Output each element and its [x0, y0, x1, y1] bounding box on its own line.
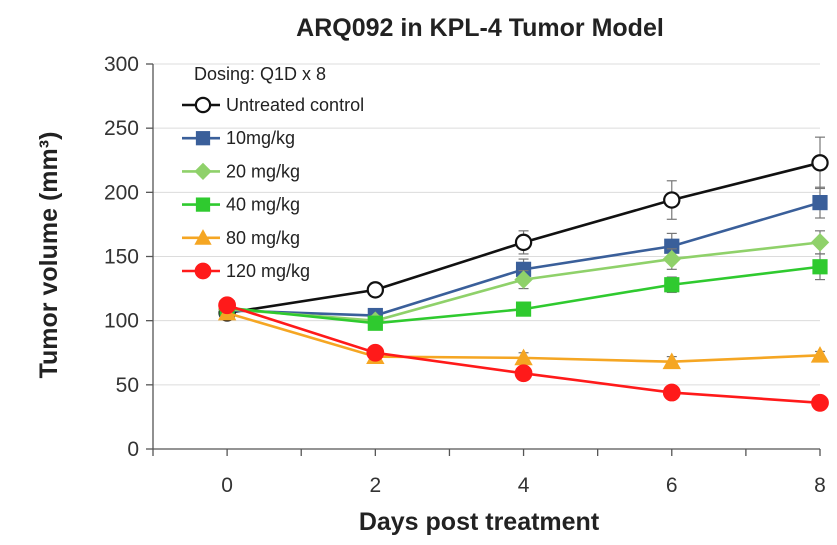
legend-label-0: Untreated control	[226, 95, 364, 115]
point-3-4	[812, 259, 828, 275]
legend-marker-1	[195, 131, 211, 146]
legend: Dosing: Q1D x 8 Untreated control 10mg/kg…	[182, 64, 364, 281]
y-tick-label-0: 0	[127, 438, 139, 461]
legend-marker-4	[194, 229, 212, 245]
legend-label-5: 120 mg/kg	[226, 261, 310, 281]
legend-title: Dosing: Q1D x 8	[194, 64, 326, 84]
legend-marker-0	[194, 96, 212, 114]
point-5-1	[366, 343, 385, 362]
legend-marker-2	[194, 162, 212, 181]
x-tick-label-8: 8	[814, 474, 826, 497]
point-2-3	[662, 249, 681, 269]
point-3-3	[664, 277, 680, 293]
y-axis-label: Tumor volume (mm³)	[35, 132, 63, 379]
x-tick-label-6: 6	[666, 474, 678, 497]
point-2-4	[810, 233, 830, 252]
x-tick-label-0: 0	[221, 474, 233, 497]
grid	[153, 63, 820, 386]
point-0-2	[514, 233, 533, 252]
point-5-2	[514, 364, 533, 383]
ticks: 0 50 100 150 200 250 300 0 2 4 6 8	[104, 53, 826, 497]
legend-label-1: 10mg/kg	[226, 128, 295, 148]
point-2-2	[514, 270, 533, 289]
point-4-4	[810, 346, 830, 363]
point-0-3	[663, 191, 681, 209]
legend-entry-2: 20 mg/kg	[182, 161, 300, 181]
series-5	[218, 296, 829, 412]
y-tick-label-300: 300	[104, 53, 139, 76]
legend-label-4: 80 mg/kg	[226, 228, 300, 248]
point-4-3	[662, 352, 681, 370]
series	[217, 136, 830, 412]
chart-title: ARQ092 in KPL-4 Tumor Model	[296, 14, 664, 42]
point-0-4	[811, 154, 829, 172]
legend-marker-3	[195, 197, 211, 212]
legend-entry-4: 80 mg/kg	[182, 228, 300, 248]
point-1-4	[812, 195, 828, 211]
point-3-2	[515, 301, 532, 317]
y-tick-label-250: 250	[104, 117, 139, 140]
point-1-3	[664, 238, 680, 254]
legend-entry-1: 10mg/kg	[182, 128, 295, 148]
x-axis-label: Days post treatment	[359, 508, 600, 536]
legend-marker-5	[194, 262, 212, 280]
legend-entry-3: 40 mg/kg	[182, 195, 300, 215]
legend-label-2: 20 mg/kg	[226, 161, 300, 181]
legend-label-3: 40 mg/kg	[226, 195, 300, 215]
point-1-2	[515, 261, 532, 277]
legend-entry-0: Untreated control	[182, 95, 364, 115]
y-tick-label-50: 50	[116, 374, 139, 397]
point-4-2	[514, 348, 533, 366]
x-tick-label-4: 4	[518, 474, 530, 497]
point-5-0	[218, 296, 237, 315]
series-0	[218, 136, 829, 322]
y-tick-label-100: 100	[104, 310, 139, 333]
x-tick-label-2: 2	[369, 474, 381, 497]
point-5-4	[811, 393, 829, 412]
point-0-1	[366, 281, 385, 299]
y-tick-label-200: 200	[104, 181, 139, 204]
point-5-3	[662, 383, 681, 402]
point-3-1	[367, 315, 383, 331]
y-tick-label-150: 150	[104, 246, 139, 269]
legend-entry-5: 120 mg/kg	[182, 261, 310, 281]
